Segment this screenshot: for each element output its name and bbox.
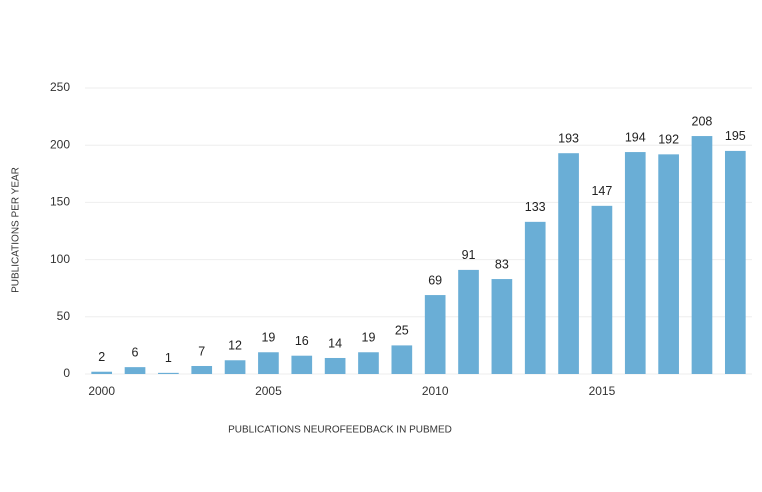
value-label: 194 <box>625 130 646 144</box>
value-label: 147 <box>591 184 612 198</box>
bar <box>324 357 346 374</box>
bar <box>591 205 613 374</box>
bar <box>691 136 713 374</box>
bar <box>258 352 279 374</box>
y-axis-label: PUBLICATIONS PER YEAR <box>11 167 22 293</box>
bar <box>191 365 213 374</box>
value-label: 1 <box>165 351 172 365</box>
value-label: 195 <box>725 129 746 143</box>
x-tick-label: 2015 <box>589 384 616 398</box>
x-tick-label: 2000 <box>88 384 115 398</box>
bar <box>724 150 746 374</box>
bar <box>624 152 646 374</box>
bar <box>491 279 513 374</box>
value-label: 133 <box>525 200 546 214</box>
value-label: 2 <box>98 350 105 364</box>
x-tick-label: 2005 <box>255 384 282 398</box>
y-tick-label: 100 <box>50 252 70 266</box>
bar <box>224 360 246 374</box>
y-tick-label: 250 <box>50 80 70 94</box>
value-label: 19 <box>362 331 376 345</box>
value-label: 25 <box>395 324 409 338</box>
y-tick-label: 150 <box>50 195 70 209</box>
bar <box>658 154 679 374</box>
y-tick-label: 50 <box>57 309 71 323</box>
bar <box>158 372 179 374</box>
bar <box>558 153 579 374</box>
bar <box>524 221 546 374</box>
value-label: 193 <box>558 132 579 146</box>
bar <box>358 352 379 374</box>
value-label: 91 <box>462 248 476 262</box>
x-tick-label: 2010 <box>422 384 449 398</box>
bar <box>458 269 479 374</box>
bar <box>291 355 313 374</box>
bar <box>424 295 446 374</box>
value-label: 83 <box>495 257 509 271</box>
bar <box>91 371 113 374</box>
y-tick-label: 0 <box>63 366 70 380</box>
x-axis-label: PUBLICATIONS NEUROFEEDBACK IN PUBMED <box>228 425 452 436</box>
value-label: 6 <box>132 345 139 359</box>
value-label: 12 <box>228 339 242 353</box>
value-label: 16 <box>295 334 309 348</box>
value-label: 69 <box>428 273 442 287</box>
value-label: 192 <box>658 133 679 147</box>
value-label: 208 <box>692 114 713 128</box>
value-label: 19 <box>261 331 275 345</box>
bar <box>124 367 146 374</box>
value-label: 14 <box>328 336 342 350</box>
y-tick-label: 200 <box>50 137 70 151</box>
bar <box>391 345 413 374</box>
value-label: 7 <box>198 344 205 358</box>
